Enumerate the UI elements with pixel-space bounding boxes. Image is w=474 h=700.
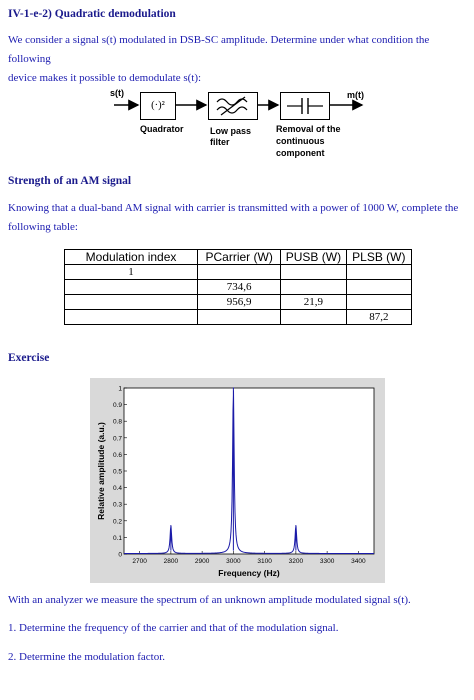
lowpass-filter-block: [208, 92, 258, 120]
table-cell: [197, 264, 282, 280]
paragraph-line: following table:: [8, 221, 78, 233]
spectrum-peak: [295, 525, 297, 527]
table-cell: [63, 279, 199, 295]
y-tick-label: 0.6: [113, 452, 122, 459]
x-tick-label: 3000: [226, 558, 241, 565]
paragraph-line: device makes it possible to demodulate s…: [8, 72, 202, 84]
lowpass-filter-icon: [216, 96, 248, 116]
paragraph-quadratic: We consider a signal s(t) modulated in D…: [8, 31, 468, 88]
exercise-statement: With an analyzer we measure the spectrum…: [8, 594, 411, 606]
table-cell: 734,6: [197, 279, 282, 295]
power-table: Modulation index PCarrier (W) PUSB (W) P…: [63, 249, 413, 325]
question-1: 1. Determine the frequency of the carrie…: [8, 622, 339, 634]
spectrum-peak: [232, 387, 234, 389]
section-title-exercise: Exercise: [8, 352, 50, 364]
header-plsb: PLSB (W): [345, 249, 413, 265]
x-tick-label: 2800: [164, 558, 179, 565]
paragraph-line: Knowing that a dual-band AM signal with …: [8, 202, 459, 214]
section-title-quadratic-demodulation: IV-1-e-2) Quadratic demodulation: [8, 8, 176, 20]
table-row: 1: [63, 264, 413, 280]
header-modulation-index: Modulation index: [63, 249, 199, 265]
table-row: 734,6: [63, 279, 413, 295]
dc-removal-label-line: component: [276, 148, 325, 158]
table-cell: 87,2: [345, 309, 413, 325]
x-tick-label: 3100: [257, 558, 272, 565]
dc-removal-block: [280, 92, 330, 120]
dc-removal-label: Removal of the continuous component: [276, 123, 341, 159]
capacitor-icon: [287, 98, 323, 114]
x-axis-label: Frequency (Hz): [218, 568, 280, 578]
header-pusb: PUSB (W): [280, 249, 347, 265]
quadrator-block: (·)²: [140, 92, 176, 120]
spectrum-line: [124, 388, 374, 554]
table-cell: 956,9: [197, 294, 282, 310]
table-cell: [345, 264, 413, 280]
table-row: 87,2: [63, 309, 413, 325]
table-cell: 1: [63, 264, 199, 280]
x-tick-label: 3400: [351, 558, 366, 565]
paragraph-line: We consider a signal s(t) modulated in D…: [8, 34, 430, 65]
y-tick-label: 0.1: [113, 535, 122, 542]
question-2: 2. Determine the modulation factor.: [8, 651, 166, 663]
plot-area: [123, 387, 375, 555]
table-cell: [345, 279, 413, 295]
table-cell: [63, 294, 199, 310]
y-axis-label: Relative amplitude (a.u.): [96, 422, 106, 520]
table-cell: [63, 309, 199, 325]
y-tick-label: 0.7: [113, 435, 122, 442]
table-row: 956,9 21,9: [63, 294, 413, 310]
block-diagram: s(t) m(t) (·)² Quadrator Low pass filter…: [100, 86, 390, 161]
spectrum-chart: 0 0.1 0.2 0.3 0.4 0.5 0.6 0.7 0.8 0.9 1 2700 2800 29…: [90, 378, 385, 583]
table-cell: [280, 279, 347, 295]
header-pcarrier: PCarrier (W): [197, 249, 282, 265]
section-title-am-strength: Strength of an AM signal: [8, 175, 132, 187]
y-tick-label: 0.2: [113, 518, 122, 525]
table-cell: [280, 264, 347, 280]
y-tick-label: 0: [118, 552, 122, 559]
table-cell: [345, 294, 413, 310]
lowpass-label-line: Low pass: [210, 126, 252, 136]
x-tick-label: 2900: [195, 558, 210, 565]
quadrator-label: Quadrator: [140, 124, 184, 134]
y-tick-label: 0.5: [113, 469, 122, 476]
y-tick-label: 1: [118, 386, 122, 393]
input-label: s(t): [110, 88, 124, 98]
output-label: m(t): [347, 90, 364, 100]
y-tick-label: 0.3: [113, 502, 122, 509]
diagram-connectors: [114, 99, 364, 111]
spectrum-peak: [170, 525, 172, 527]
lowpass-label-line: filter: [210, 137, 230, 147]
y-tick-label: 0.4: [113, 485, 122, 492]
dc-removal-label-line: Removal of the: [276, 124, 341, 134]
y-tick-label: 0.9: [113, 402, 122, 409]
y-tick-label: 0.8: [113, 419, 122, 426]
table-cell: [197, 309, 282, 325]
table-cell: [280, 309, 347, 325]
table-header-row: Modulation index PCarrier (W) PUSB (W) P…: [63, 249, 413, 265]
dc-removal-label-line: continuous: [276, 136, 325, 146]
quadrator-symbol: (·)²: [151, 100, 165, 111]
lowpass-label: Low pass filter: [210, 126, 251, 148]
paragraph-am-strength: Knowing that a dual-band AM signal with …: [8, 199, 468, 237]
x-tick-label: 3300: [320, 558, 335, 565]
table-cell: 21,9: [280, 294, 347, 310]
x-tick-label: 2700: [132, 558, 147, 565]
x-tick-label: 3200: [289, 558, 304, 565]
